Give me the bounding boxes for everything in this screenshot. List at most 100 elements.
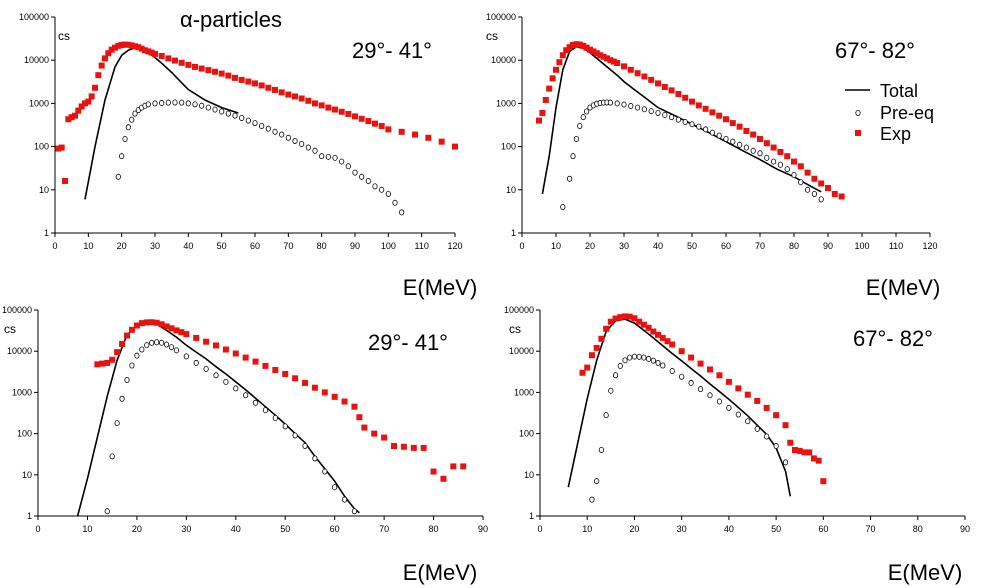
exp-point <box>838 193 845 200</box>
x-tick-label: 60 <box>250 241 260 251</box>
exp-point <box>664 338 671 345</box>
exp-point <box>168 325 175 332</box>
exp-point <box>576 41 583 48</box>
preeq-point <box>594 478 600 485</box>
preeq-point <box>372 183 378 190</box>
y-axis-label: cs <box>509 322 521 336</box>
preeq-point <box>750 147 756 154</box>
exp-point <box>590 48 597 55</box>
y-tick-label: 10000 <box>509 346 534 356</box>
exp-point <box>655 80 661 87</box>
exp-point <box>252 358 259 365</box>
exp-point <box>763 140 770 147</box>
legend-total-label: Total <box>880 81 918 101</box>
exp-point <box>546 85 553 92</box>
preeq-point <box>332 484 338 491</box>
exp-point <box>723 116 729 123</box>
exp-point <box>232 74 238 81</box>
exp-point <box>659 334 666 341</box>
exp-point <box>213 342 219 349</box>
exp-point <box>203 338 210 345</box>
exp-point <box>621 63 627 70</box>
exp-point <box>58 144 65 151</box>
y-tick-label: 10 <box>506 185 516 195</box>
preeq-point <box>279 131 285 138</box>
exp-point <box>95 72 102 79</box>
exp-point <box>593 50 600 57</box>
x-tick-label: 80 <box>789 241 799 251</box>
exp-point <box>607 57 614 64</box>
y-tick-label: 1 <box>27 511 32 521</box>
preeq-point <box>730 138 736 145</box>
preeq-point <box>183 353 189 360</box>
exp-point <box>688 354 695 361</box>
exp-point <box>825 185 831 192</box>
preeq-point <box>679 373 685 380</box>
exp-point <box>222 346 229 353</box>
exp-point <box>597 52 604 59</box>
exp-point <box>124 332 130 339</box>
exp-point <box>614 60 621 67</box>
x-tick-label: 60 <box>330 524 340 534</box>
preeq-point <box>272 414 278 421</box>
exp-point <box>78 103 85 110</box>
exp-point <box>579 369 586 376</box>
exp-point <box>438 138 445 145</box>
preeq-point <box>650 357 656 364</box>
exp-point <box>105 50 112 57</box>
exp-point <box>88 93 95 100</box>
exp-point <box>138 45 145 52</box>
preeq-point <box>702 126 709 133</box>
exp-point <box>55 145 62 152</box>
preeq-point <box>577 122 583 129</box>
exp-point <box>626 313 633 320</box>
y-tick-label: 100000 <box>2 305 32 315</box>
total-curve <box>567 318 792 497</box>
preeq-point <box>682 119 688 126</box>
preeq-point <box>607 99 614 106</box>
exp-point <box>365 118 372 125</box>
preeq-point <box>233 385 239 392</box>
exp-point <box>640 321 647 328</box>
exp-point <box>258 82 265 89</box>
exp-point <box>796 447 803 454</box>
preeq-point <box>139 346 145 353</box>
preeq-point <box>608 387 614 394</box>
exp-point <box>82 100 88 107</box>
exp-point <box>709 109 716 116</box>
preeq-point <box>583 108 590 115</box>
angle-range-label: 67°- 82° <box>835 38 915 63</box>
preeq-point <box>399 209 405 216</box>
exp-point <box>536 117 542 124</box>
x-tick-label: 0 <box>537 524 542 534</box>
x-tick-label: 20 <box>117 241 127 251</box>
exp-point <box>697 360 704 367</box>
y-tick-label: 1 <box>529 511 534 521</box>
exp-point <box>312 100 318 107</box>
x-tick-label: 20 <box>585 241 595 251</box>
exp-point <box>787 439 794 446</box>
x-tick-label: 70 <box>283 241 293 251</box>
exp-point <box>178 59 185 66</box>
exp-point <box>143 319 150 326</box>
preeq-point <box>745 418 751 425</box>
exp-point <box>539 109 546 116</box>
exp-point <box>265 84 272 91</box>
figure-title: α-particles <box>180 7 282 32</box>
exp-point <box>298 95 305 102</box>
exp-point <box>452 143 458 150</box>
preeq-point <box>292 137 298 144</box>
exp-point <box>566 44 573 51</box>
preeq-point <box>193 359 199 366</box>
exp-point <box>138 320 145 327</box>
preeq-point <box>709 129 716 136</box>
preeq-point <box>736 141 743 148</box>
preeq-point <box>212 106 218 113</box>
preeq-point <box>777 161 784 168</box>
exp-point <box>430 468 437 475</box>
preeq-point <box>109 453 115 460</box>
exp-point <box>148 49 155 56</box>
x-tick-label: 30 <box>677 524 687 534</box>
preeq-point <box>124 376 130 383</box>
preeq-point <box>252 399 259 406</box>
